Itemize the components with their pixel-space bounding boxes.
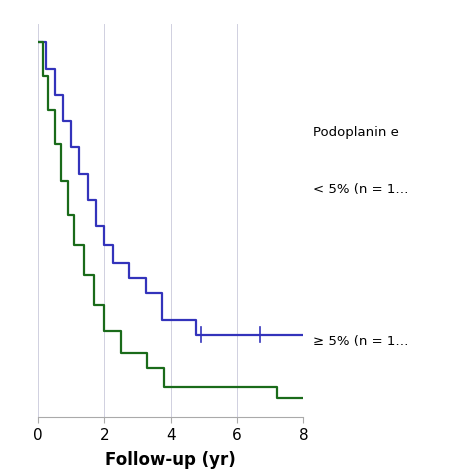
Text: ≥ 5% (n = 1…: ≥ 5% (n = 1… (313, 335, 408, 348)
Text: < 5% (n = 1…: < 5% (n = 1… (313, 183, 408, 196)
Text: Podoplanin e: Podoplanin e (313, 126, 399, 139)
X-axis label: Follow-up (yr): Follow-up (yr) (105, 451, 236, 469)
